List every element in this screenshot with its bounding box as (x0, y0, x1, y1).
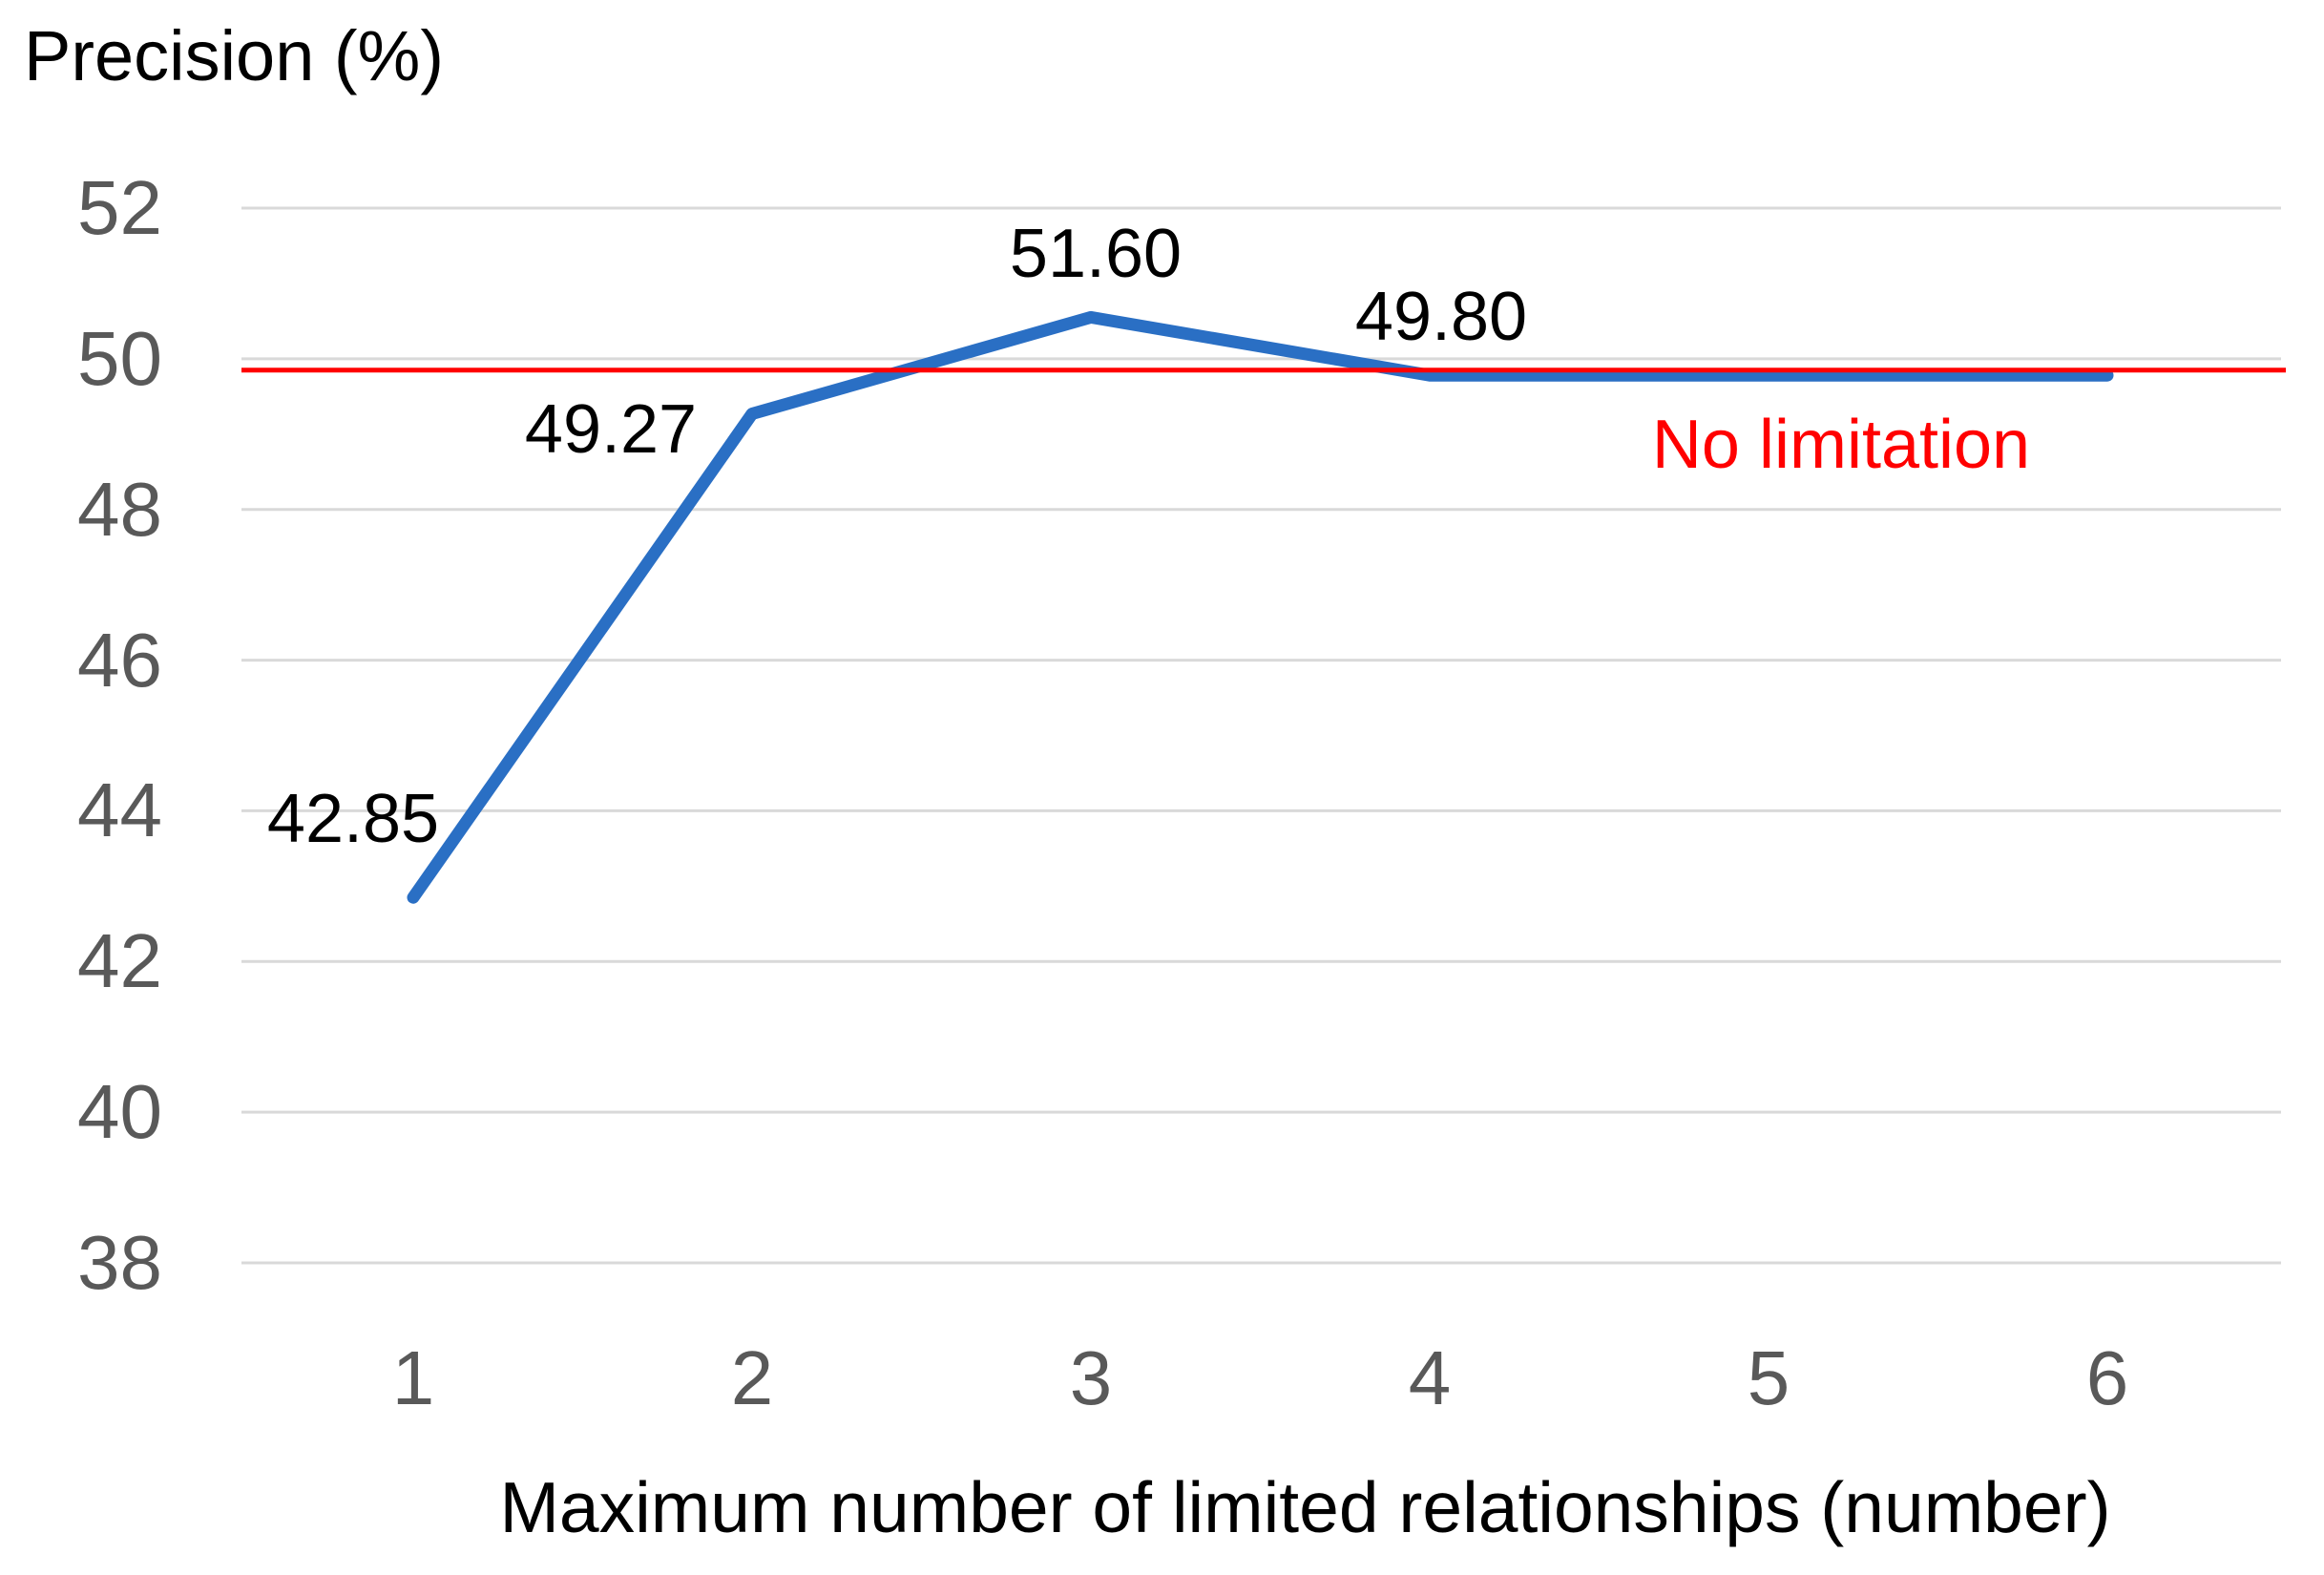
data-label-point-3: 51.60 (1009, 216, 1183, 293)
data-label-point-1: 42.85 (266, 781, 440, 858)
y-tick-label-40: 40 (77, 1069, 162, 1155)
y-tick-label-48: 48 (77, 466, 162, 552)
data-label-point-2: 49.27 (524, 391, 698, 469)
x-tick-label-3: 3 (1069, 1335, 1113, 1420)
precision-series-line (407, 310, 2114, 904)
x-tick-label-6: 6 (2085, 1335, 2129, 1420)
x-axis-title: Maximum number of limited relationships … (499, 1467, 2111, 1547)
x-tick-label-5: 5 (1747, 1335, 1790, 1420)
x-tick-label-1: 1 (391, 1335, 435, 1420)
x-tick-label-2: 2 (730, 1335, 774, 1420)
y-tick-label-42: 42 (77, 918, 162, 1004)
y-tick-label-52: 52 (77, 165, 162, 250)
y-tick-label-44: 44 (77, 767, 162, 853)
x-tick-label-4: 4 (1408, 1335, 1452, 1420)
y-tick-label-50: 50 (77, 315, 162, 401)
y-tick-label-46: 46 (77, 617, 162, 703)
y-tick-label-38: 38 (77, 1220, 162, 1305)
data-label-point-4: 49.80 (1354, 279, 1528, 356)
y-axis-title: Precision (%) (24, 16, 444, 95)
reference-line-label: No limitation (1651, 407, 2031, 483)
